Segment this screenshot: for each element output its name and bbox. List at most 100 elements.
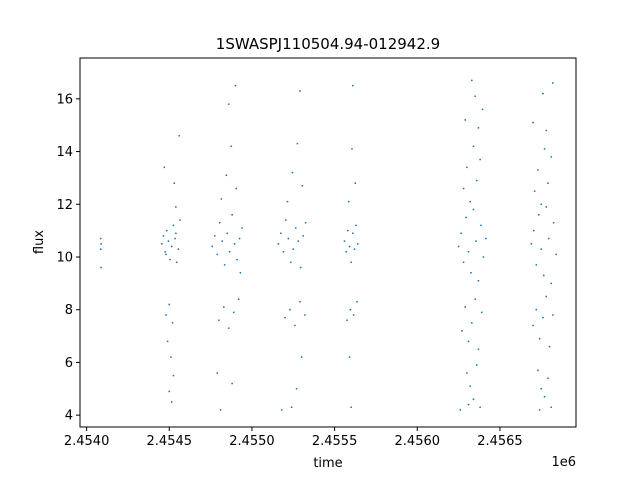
data-point bbox=[545, 206, 548, 208]
data-point bbox=[165, 229, 168, 232]
data-point bbox=[551, 314, 554, 316]
data-point bbox=[284, 219, 287, 222]
data-point bbox=[211, 245, 214, 248]
data-point bbox=[354, 182, 357, 185]
data-point bbox=[535, 308, 538, 311]
data-point bbox=[356, 242, 359, 245]
data-point bbox=[472, 398, 475, 401]
data-point bbox=[537, 369, 539, 372]
data-point bbox=[351, 84, 354, 87]
data-point bbox=[287, 237, 290, 240]
data-point bbox=[540, 248, 543, 250]
data-point bbox=[280, 408, 283, 411]
data-point bbox=[543, 395, 546, 398]
data-point bbox=[175, 261, 178, 264]
data-point bbox=[295, 387, 298, 390]
data-point bbox=[216, 253, 219, 256]
chart-title: 1SWASPJ110504.94-012942.9 bbox=[216, 35, 440, 53]
y-tick-label: 4 bbox=[65, 409, 73, 424]
data-point bbox=[462, 261, 465, 264]
data-point bbox=[465, 216, 467, 219]
data-point bbox=[236, 258, 238, 261]
x-tick-label: 2.4545 bbox=[147, 434, 193, 449]
data-point bbox=[462, 187, 465, 190]
data-point bbox=[477, 126, 480, 129]
data-point bbox=[551, 82, 554, 84]
data-point bbox=[475, 179, 478, 182]
data-point bbox=[170, 401, 173, 403]
data-point bbox=[464, 306, 467, 308]
data-point bbox=[99, 237, 102, 240]
data-point bbox=[348, 356, 351, 359]
data-point bbox=[532, 324, 534, 327]
data-point bbox=[213, 235, 216, 237]
data-point bbox=[470, 79, 473, 82]
y-tick-label: 12 bbox=[56, 198, 73, 213]
data-point bbox=[469, 200, 472, 203]
data-point bbox=[480, 224, 482, 227]
data-point bbox=[228, 250, 231, 253]
data-point bbox=[177, 248, 180, 250]
data-point bbox=[459, 408, 462, 411]
data-point bbox=[351, 148, 353, 150]
data-point bbox=[484, 237, 487, 240]
data-point bbox=[475, 240, 477, 243]
data-point bbox=[477, 348, 480, 351]
y-tick-label: 6 bbox=[65, 356, 73, 371]
data-point bbox=[168, 390, 171, 393]
y-tick-label: 16 bbox=[56, 92, 73, 107]
data-point bbox=[540, 387, 543, 390]
data-point bbox=[170, 245, 173, 248]
data-point bbox=[464, 119, 467, 121]
data-point bbox=[349, 308, 352, 311]
data-point bbox=[550, 155, 553, 158]
data-point bbox=[291, 171, 294, 174]
data-point bbox=[538, 337, 541, 340]
data-point bbox=[530, 242, 533, 245]
data-point bbox=[546, 377, 549, 380]
data-point bbox=[282, 250, 285, 253]
data-point bbox=[227, 327, 230, 330]
data-point bbox=[231, 382, 234, 385]
data-point bbox=[346, 229, 349, 232]
x-axis-label: time bbox=[313, 456, 342, 471]
data-point bbox=[297, 240, 300, 243]
data-point bbox=[226, 232, 229, 235]
data-point bbox=[298, 90, 301, 92]
data-point bbox=[345, 250, 348, 253]
data-point bbox=[99, 248, 102, 250]
data-point bbox=[545, 295, 548, 298]
data-point bbox=[475, 364, 478, 366]
data-point bbox=[173, 182, 176, 185]
data-point bbox=[237, 298, 240, 301]
data-point bbox=[289, 308, 291, 311]
data-point bbox=[467, 250, 470, 253]
data-point bbox=[296, 142, 299, 145]
data-point bbox=[225, 174, 228, 177]
data-point bbox=[538, 408, 541, 411]
data-point bbox=[469, 385, 472, 388]
data-point bbox=[231, 213, 234, 216]
data-point bbox=[235, 187, 238, 190]
data-point bbox=[294, 227, 297, 229]
data-point bbox=[542, 274, 545, 277]
data-point bbox=[300, 356, 303, 359]
x-tick-label: 2.4560 bbox=[395, 434, 441, 449]
data-point bbox=[346, 319, 348, 322]
data-point bbox=[172, 374, 175, 377]
data-point bbox=[467, 403, 470, 406]
data-point bbox=[160, 242, 163, 245]
data-point bbox=[533, 190, 536, 193]
data-point bbox=[537, 213, 540, 216]
data-point bbox=[302, 235, 305, 237]
data-point bbox=[100, 242, 103, 245]
data-point bbox=[532, 229, 535, 232]
data-point bbox=[474, 298, 477, 301]
data-point bbox=[552, 221, 555, 224]
data-point bbox=[168, 303, 171, 306]
data-point bbox=[350, 406, 353, 409]
data-point bbox=[301, 184, 304, 187]
data-point bbox=[353, 248, 356, 250]
data-point bbox=[352, 314, 355, 316]
